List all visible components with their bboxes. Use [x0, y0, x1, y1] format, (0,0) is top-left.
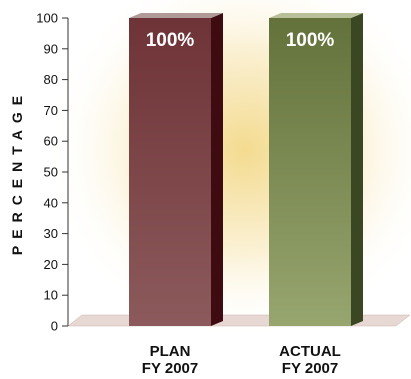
- y-tick-label: 70: [44, 103, 58, 118]
- bar-top: [129, 13, 223, 18]
- y-tick-label: 100: [36, 11, 58, 26]
- y-tick-label: 60: [44, 134, 58, 149]
- y-tick-label: 80: [44, 72, 58, 87]
- y-axis-label: PERCENTAGE: [9, 89, 25, 255]
- bar-side: [351, 13, 363, 326]
- bar-side: [211, 13, 223, 326]
- y-tick-label: 50: [44, 165, 58, 180]
- y-tick-label: 30: [44, 226, 58, 241]
- y-axis-ticks: 0 10 20 30 40 50 60 70 80 90 100: [36, 11, 68, 334]
- bar-data-label: 100%: [146, 30, 195, 51]
- category-label-line2: FY 2007: [282, 360, 338, 377]
- y-tick-label: 0: [51, 319, 58, 334]
- y-tick-label: 90: [44, 41, 58, 56]
- y-tick-label: 10: [44, 288, 58, 303]
- bar-data-label: 100%: [286, 30, 335, 51]
- bar-front: [129, 18, 211, 326]
- y-tick-label: 20: [44, 257, 58, 272]
- category-label-line2: FY 2007: [142, 360, 198, 377]
- category-label-line1: PLAN: [150, 343, 191, 360]
- bar-front: [269, 18, 351, 326]
- y-tick-label: 40: [44, 195, 58, 210]
- bar-top: [269, 13, 363, 18]
- category-label-line1: ACTUAL: [279, 343, 341, 360]
- bars: 100% 100%: [129, 13, 363, 326]
